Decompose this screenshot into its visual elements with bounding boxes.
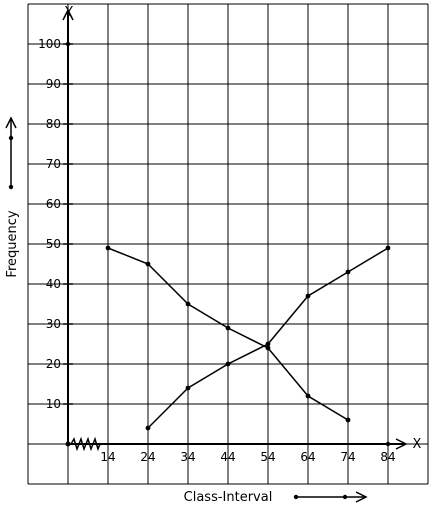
x-axis-label: Class-Interval: [184, 490, 273, 505]
data-point: [265, 345, 271, 351]
y-tick-label: 40: [46, 277, 61, 291]
data-point: [105, 245, 111, 251]
x-axis-arrowhead: [395, 438, 408, 450]
x-axis-end-dot: [385, 441, 391, 447]
data-point: [345, 417, 351, 423]
x-direction-arrow: [293, 491, 368, 503]
y-tick-label: 70: [46, 157, 61, 171]
y-direction-arrow: [5, 116, 17, 190]
y-tick-label: 100: [38, 37, 61, 51]
y-tick-label: 10: [46, 397, 61, 411]
axes: [62, 8, 408, 452]
y-tick-label: 60: [46, 197, 61, 211]
y-tick-label: 50: [46, 237, 61, 251]
data-point: [185, 301, 191, 307]
data-point: [385, 245, 391, 251]
origin-point: [65, 441, 71, 447]
data-point: [305, 393, 311, 399]
y-axis-arrowhead: [62, 8, 74, 21]
x-tick-label: 34: [180, 450, 195, 464]
y-axis-label: Frequency: [5, 210, 20, 277]
data-point: [305, 293, 311, 299]
data-point: [225, 361, 231, 367]
y-axis-name: Y: [64, 5, 73, 20]
x-tick-label: 84: [380, 450, 395, 464]
series-layer: [105, 245, 391, 431]
grid: [27, 3, 429, 485]
y-tick-label: 30: [46, 317, 61, 331]
y-tick-label: 20: [46, 357, 61, 371]
data-point: [265, 341, 271, 347]
x-tick-label: 24: [140, 450, 155, 464]
axis-break-zigzag: [70, 436, 101, 452]
tick-labels: 10 20 30 40 50 60 70 80 90 100 14 24 34 44 54 64 74 84: [38, 37, 396, 464]
x-tick-label: 64: [300, 450, 315, 464]
y-tick-dot-top: [65, 41, 71, 47]
x-tick-label: 14: [100, 450, 115, 464]
data-point: [225, 325, 231, 331]
y-tick-label: 80: [46, 117, 61, 131]
data-point: [145, 425, 151, 431]
data-point: [345, 269, 351, 275]
data-point: [185, 385, 191, 391]
x-tick-label: 74: [340, 450, 355, 464]
x-tick-label: 44: [220, 450, 235, 464]
x-axis-name: X: [413, 437, 422, 452]
data-point: [145, 261, 151, 267]
y-tick-label: 90: [46, 77, 61, 91]
x-tick-label: 54: [260, 450, 275, 464]
